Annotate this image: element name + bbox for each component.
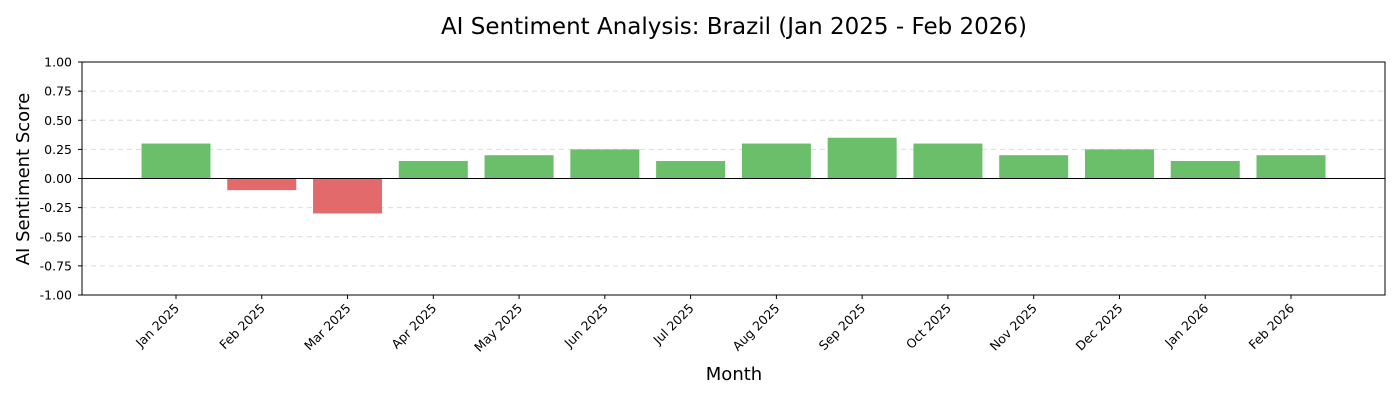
x-tick-label: Nov 2025 bbox=[987, 301, 1040, 354]
y-tick-label: -1.00 bbox=[40, 288, 72, 303]
bar-oct-2025 bbox=[913, 143, 983, 179]
y-tick-label: 0.50 bbox=[44, 113, 72, 128]
bar-may-2025 bbox=[484, 155, 554, 179]
y-tick-label: 0.75 bbox=[44, 84, 72, 99]
x-axis-label: Month bbox=[706, 364, 762, 385]
bar-jan-2026 bbox=[1170, 161, 1240, 179]
bar-feb-2026 bbox=[1256, 155, 1326, 179]
bar-jan-2025 bbox=[141, 143, 211, 179]
x-tick-label: Jan 2025 bbox=[132, 301, 182, 351]
x-tick-label: Apr 2025 bbox=[388, 301, 439, 352]
y-tick-label: -0.50 bbox=[40, 229, 72, 244]
bar-nov-2025 bbox=[999, 155, 1069, 179]
bar-mar-2025 bbox=[313, 178, 383, 214]
y-tick-label: -0.25 bbox=[40, 200, 72, 215]
y-axis-ticks: 1.00 0.75 0.50 0.25 0.00 -0.25 -0.50 -0.75 -1.00 bbox=[40, 55, 82, 303]
x-tick-label: Feb 2025 bbox=[216, 301, 268, 353]
bars bbox=[141, 137, 1326, 214]
bar-jun-2025 bbox=[570, 149, 640, 179]
x-axis-ticks: Jan 2025 Feb 2025 Mar 2025 Apr 2025 May 2025… bbox=[132, 295, 1297, 355]
y-tick-label: 0.25 bbox=[44, 142, 72, 157]
chart-title: AI Sentiment Analysis: Brazil (Jan 2025 … bbox=[441, 14, 1027, 40]
bar-apr-2025 bbox=[398, 161, 468, 179]
x-tick-label: Aug 2025 bbox=[729, 301, 782, 354]
grid-lines bbox=[82, 90, 1385, 267]
x-tick-label: Dec 2025 bbox=[1073, 301, 1126, 354]
x-tick-label: May 2025 bbox=[471, 301, 525, 355]
x-tick-label: Jul 2025 bbox=[649, 301, 696, 348]
bar-dec-2025 bbox=[1084, 149, 1154, 179]
bar-sep-2025 bbox=[827, 137, 897, 179]
bar-aug-2025 bbox=[741, 143, 811, 179]
x-tick-label: Jan 2026 bbox=[1161, 300, 1211, 350]
y-tick-label: 0.00 bbox=[44, 171, 72, 186]
y-tick-label: -0.75 bbox=[40, 258, 72, 273]
x-tick-label: Feb 2026 bbox=[1246, 300, 1298, 352]
x-tick-label: Sep 2025 bbox=[816, 301, 869, 354]
y-tick-label: 1.00 bbox=[44, 55, 72, 70]
x-tick-label: Jun 2025 bbox=[561, 301, 611, 351]
bar-jul-2025 bbox=[656, 161, 726, 179]
y-axis-label: AI Sentiment Score bbox=[13, 93, 34, 266]
x-tick-label: Mar 2025 bbox=[301, 301, 354, 354]
x-tick-label: Oct 2025 bbox=[903, 301, 954, 352]
bar-feb-2025 bbox=[227, 178, 297, 191]
